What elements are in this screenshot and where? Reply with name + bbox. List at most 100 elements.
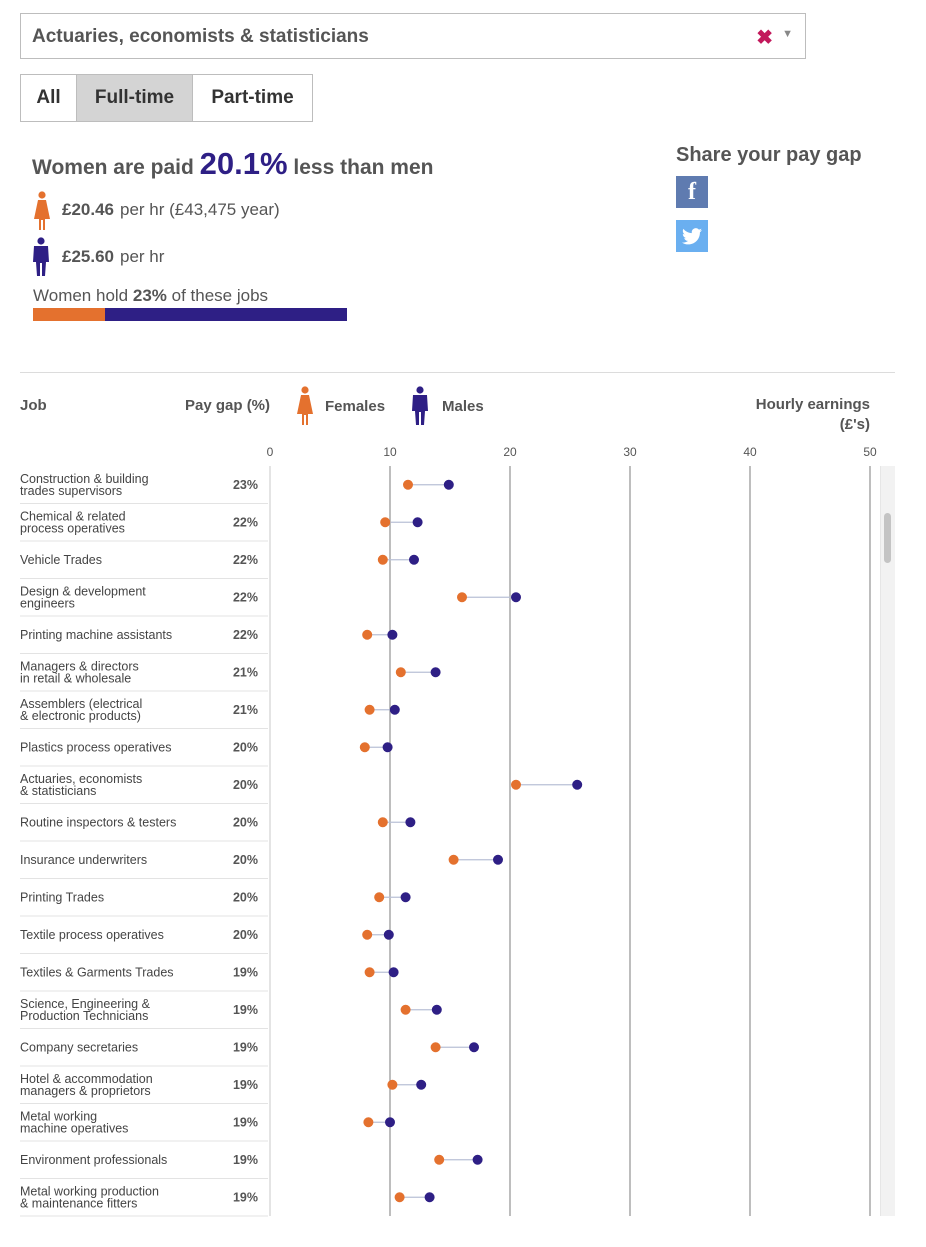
male-earnings-dot — [387, 629, 398, 640]
job-label: Insurance underwriters — [20, 853, 147, 867]
female-earnings-dot — [364, 704, 375, 715]
job-label: & statisticians — [20, 784, 96, 798]
x-tick-label: 30 — [623, 445, 637, 459]
job-label: Construction & building — [20, 472, 149, 486]
female-rate-value: £20.46 — [62, 200, 114, 219]
jobs-share-bar — [33, 308, 347, 321]
clear-x-icon[interactable]: ✖ — [756, 27, 773, 49]
tab-full-time[interactable]: Full-time — [76, 74, 193, 122]
job-label: in retail & wholesale — [20, 671, 131, 685]
job-label: Assemblers (electrical — [20, 697, 142, 711]
pay-gap-column-header: Pay gap (%) — [185, 397, 271, 414]
male-earnings-dot — [493, 854, 503, 865]
male-earnings-dot — [400, 892, 411, 903]
tab-all[interactable]: All — [20, 74, 77, 122]
pay-gap-value: 22% — [233, 628, 258, 642]
male-earnings-dot — [385, 1117, 395, 1128]
share-title: Share your pay gap — [676, 144, 862, 166]
female-earnings-dot — [403, 479, 413, 490]
male-legend-icon — [412, 386, 428, 425]
job-label: Plastics process operatives — [20, 740, 171, 754]
facebook-icon[interactable]: f — [676, 176, 708, 208]
women-hold-text: Women hold 23% of these jobs — [33, 286, 269, 305]
males-legend-label: Males — [442, 398, 484, 415]
female-earnings-dot — [374, 892, 385, 903]
male-earnings-dot — [382, 742, 393, 753]
job-label: engineers — [20, 596, 75, 610]
job-label: Routine inspectors & testers — [20, 815, 176, 829]
male-earnings-dot — [389, 704, 400, 715]
female-earnings-dot — [363, 1117, 374, 1128]
female-earnings-dot — [362, 629, 373, 640]
pay-gap-value: 20% — [233, 740, 258, 754]
job-label: Environment professionals — [20, 1153, 167, 1167]
female-earnings-dot — [448, 854, 459, 865]
job-label: machine operatives — [20, 1121, 128, 1135]
male-rate-value: £25.60 — [62, 247, 114, 266]
female-legend-icon — [297, 386, 313, 425]
caret-down-icon[interactable]: ▼ — [782, 28, 793, 40]
female-earnings-dot — [380, 517, 391, 528]
job-label: Metal working production — [20, 1184, 159, 1198]
tab-part-time[interactable]: Part-time — [192, 74, 313, 122]
job-label: Production Technicians — [20, 1009, 148, 1023]
male-earnings-dot — [405, 817, 416, 828]
male-earnings-dot — [416, 1079, 427, 1090]
female-share-fill — [33, 308, 106, 321]
x-tick-label: 20 — [503, 445, 517, 459]
job-select-dropdown[interactable]: Actuaries, economists & statisticians ✖ … — [20, 13, 806, 59]
job-label: Design & development — [20, 584, 146, 598]
pay-gap-value: 22% — [233, 553, 258, 567]
females-legend-label: Females — [325, 398, 386, 415]
male-earnings-dot — [383, 929, 394, 940]
female-earnings-dot — [362, 929, 373, 940]
job-label: Managers & directors — [20, 659, 139, 673]
pay-gap-value: 20% — [233, 853, 258, 867]
work-pattern-tabs: All Full-time Part-time — [20, 74, 313, 122]
pay-gap-dot-chart: 0 10 20 30 40 50 Construction & buildingtrades… — [20, 445, 877, 1217]
pay-gap-value: 19% — [233, 1115, 258, 1129]
job-label: Vehicle Trades — [20, 553, 102, 567]
pay-gap-value: 20% — [233, 778, 258, 792]
job-column-header: Job — [20, 397, 47, 414]
male-rate-detail: per hr — [120, 247, 165, 266]
chart-scrollbar-track[interactable] — [880, 466, 895, 1216]
x-tick-label: 0 — [267, 445, 274, 459]
female-earnings-dot — [395, 667, 406, 678]
twitter-icon[interactable] — [676, 220, 708, 252]
pay-gap-value: 20% — [233, 928, 258, 942]
x-tick-label: 10 — [383, 445, 397, 459]
female-earnings-dot — [359, 742, 370, 753]
pay-gap-value: 22% — [233, 590, 258, 604]
male-earnings-dot — [424, 1192, 435, 1203]
chart-scrollbar-thumb[interactable] — [884, 513, 891, 563]
pay-gap-value: 20.1% — [199, 146, 288, 181]
job-label: Actuaries, economists — [20, 772, 142, 786]
job-label: managers & proprietors — [20, 1084, 151, 1098]
female-rate-detail: per hr (£43,475 year) — [120, 200, 280, 219]
job-label: Metal working — [20, 1109, 97, 1123]
female-earnings-dot — [387, 1079, 398, 1090]
female-earnings-dot — [377, 554, 388, 565]
job-label: trades supervisors — [20, 484, 122, 498]
job-label: Printing Trades — [20, 890, 104, 904]
hourly-earnings-header: Hourly earnings (£'s) — [755, 396, 870, 433]
x-tick-label: 50 — [863, 445, 877, 459]
job-label: Textile process operatives — [20, 928, 164, 942]
job-label: Hotel & accommodation — [20, 1072, 153, 1086]
x-tick-label: 40 — [743, 445, 757, 459]
pay-gap-value: 20% — [233, 815, 258, 829]
job-label: Textiles & Garments Trades — [20, 965, 174, 979]
male-earnings-dot — [472, 1154, 483, 1165]
pay-gap-value: 22% — [233, 515, 258, 529]
pay-gap-value: 21% — [233, 703, 258, 717]
male-earnings-dot — [469, 1042, 479, 1053]
female-earnings-dot — [434, 1154, 445, 1165]
pay-gap-value: 19% — [233, 1190, 258, 1204]
male-rate-row: £25.60 per hr — [32, 247, 164, 267]
job-label: Printing machine assistants — [20, 628, 172, 642]
pay-gap-value: 23% — [233, 478, 258, 492]
job-label: Chemical & related — [20, 509, 126, 523]
male-earnings-dot — [409, 554, 419, 565]
pay-gap-value: 19% — [233, 1040, 258, 1054]
